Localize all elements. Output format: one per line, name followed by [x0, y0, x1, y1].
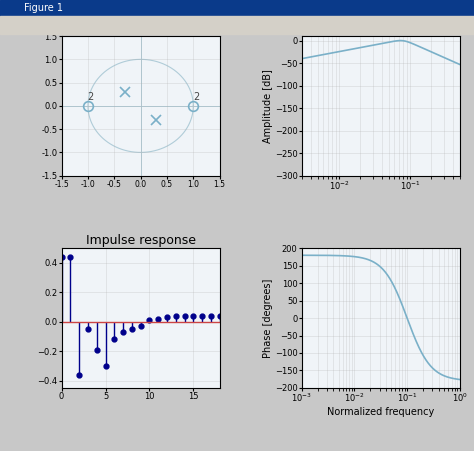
Text: 2: 2 [193, 92, 199, 102]
Y-axis label: Phase [degrees]: Phase [degrees] [264, 278, 273, 358]
Title: Poles and zeros: Poles and zeros [92, 22, 189, 35]
Y-axis label: Amplitude [dB]: Amplitude [dB] [264, 69, 273, 143]
X-axis label: Normalized frequency: Normalized frequency [327, 407, 434, 417]
Text: Figure 1: Figure 1 [24, 3, 63, 13]
Title: Frequency response: Frequency response [318, 22, 444, 35]
Text: 2: 2 [88, 92, 94, 102]
Title: Impulse response: Impulse response [86, 234, 196, 247]
